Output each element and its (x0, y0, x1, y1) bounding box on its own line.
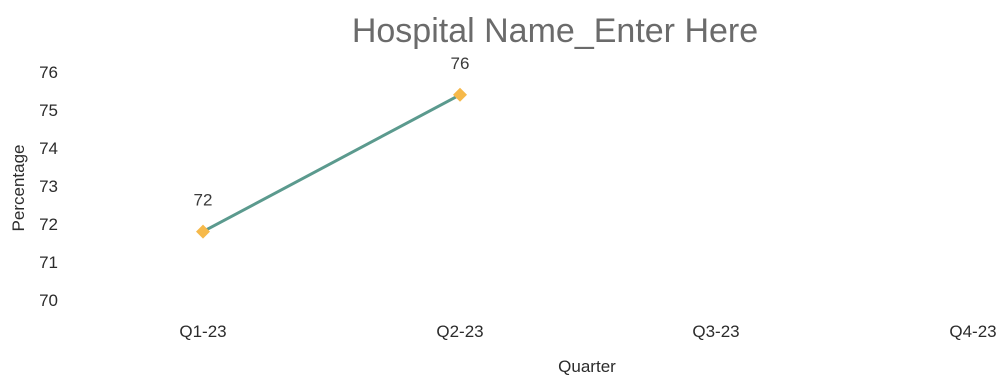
y-tick-label: 76 (39, 63, 58, 82)
series-line (201, 93, 462, 234)
chart-title: Hospital Name_Enter Here (352, 12, 758, 50)
series-data-labels: 72 76 (194, 54, 470, 210)
series-markers (196, 87, 467, 239)
y-tick-label: 74 (39, 139, 58, 158)
y-tick-label: 71 (39, 253, 58, 272)
y-axis-label: Percentage (9, 145, 28, 232)
x-axis-label: Quarter (558, 357, 616, 376)
data-point-marker (196, 224, 210, 239)
y-tick-label: 73 (39, 177, 58, 196)
series-lines (201, 93, 462, 234)
y-axis-ticks: 70 71 72 73 74 75 76 (39, 63, 58, 310)
data-point-marker (453, 87, 467, 102)
y-tick-label: 72 (39, 215, 58, 234)
data-label: 72 (194, 191, 213, 210)
x-tick-label: Q4-23 (949, 322, 996, 341)
x-tick-label: Q1-23 (179, 322, 226, 341)
y-tick-label: 75 (39, 101, 58, 120)
data-label: 76 (451, 54, 470, 73)
x-tick-label: Q2-23 (436, 322, 483, 341)
x-axis-ticks: Q1-23 Q2-23 Q3-23 Q4-23 (179, 322, 996, 341)
x-tick-label: Q3-23 (692, 322, 739, 341)
y-tick-label: 70 (39, 291, 58, 310)
